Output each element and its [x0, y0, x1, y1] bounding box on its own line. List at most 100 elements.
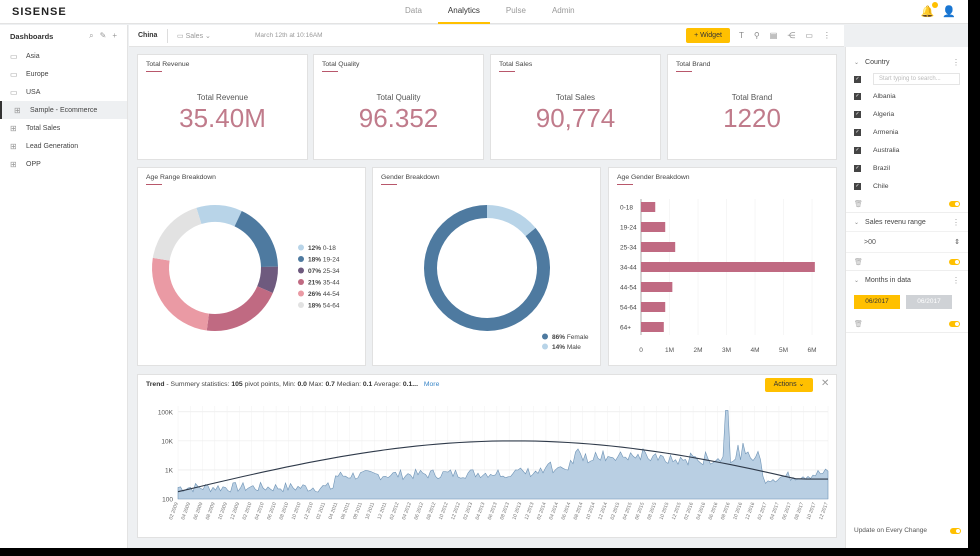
update-on-change-toggle[interactable] — [950, 527, 961, 534]
age-legend-item-label: 18% 19-24 — [308, 257, 340, 264]
top-icons: 🔔 👤 — [921, 2, 956, 18]
last-updated: March 12th at 10:16AM — [255, 32, 323, 39]
trend-median-label: Median: — [336, 381, 361, 388]
months-toggle[interactable] — [949, 320, 960, 327]
x-tick-label: 04 2011 — [328, 501, 340, 520]
sidebar-item-sample-ecommerce[interactable]: ⊞ Sample - Ecommerce — [0, 101, 127, 119]
country-option-label: Brazil — [873, 164, 890, 172]
checkbox[interactable]: ✓ — [854, 164, 861, 172]
dashboard-toolbar: China ▭ Sales ⌄ March 12th at 10:16AM + … — [129, 25, 844, 47]
x-tick-label: 10 2014 — [585, 501, 597, 520]
country-option-label: Albania — [873, 92, 896, 100]
trash-icon[interactable]: 🗑 — [854, 320, 863, 328]
add-icon[interactable]: + — [112, 31, 117, 40]
age-gender-widget[interactable]: Age Gender Breakdown 0 1M 2M 3M 4M 5M 6M 0-18 19… — [608, 167, 837, 366]
sidebar-item-usa[interactable]: ▭ USA — [0, 83, 127, 101]
nav-analytics[interactable]: Analytics — [437, 0, 490, 24]
x-tick-label: 10 2010 — [291, 501, 303, 520]
sales-range-filter-header[interactable]: ⌄ Sales revenu range ⋮ — [846, 213, 968, 231]
months-filter-header[interactable]: ⌄ Months in data ⋮ — [846, 271, 968, 289]
trend-line — [177, 440, 828, 493]
more-options-icon[interactable]: ⋮ — [952, 217, 960, 227]
age-legend-item-label: 26% 44-54 — [308, 291, 340, 298]
chevron-down-icon: ⌄ — [854, 219, 860, 226]
nav-admin[interactable]: Admin — [551, 6, 575, 15]
country-option[interactable]: ✓ Algeria — [846, 105, 968, 123]
checkbox[interactable]: ✓ — [854, 182, 861, 190]
country-filter-header[interactable]: ⌄ Country ⋮ — [846, 53, 968, 71]
title-underline — [322, 71, 338, 72]
sidebar-item-lead-generation[interactable]: ⊞ Lead Generation — [0, 137, 127, 155]
more-icon[interactable]: ⋮ — [822, 31, 831, 40]
stepper-icon[interactable]: ⇕ — [954, 239, 960, 246]
nav-data[interactable]: Data — [405, 6, 422, 15]
checkbox[interactable]: ✓ — [854, 146, 861, 154]
sidebar-item-total-sales[interactable]: ⊞ Total Sales — [0, 119, 127, 137]
gender-legend-item-category: Male — [567, 344, 581, 351]
nav-pulse[interactable]: Pulse — [505, 6, 526, 15]
kpi-total-quality[interactable]: Total Quality Total Quality 96.352 — [313, 54, 484, 160]
country-option-label: Algeria — [873, 110, 895, 118]
actions-button[interactable]: Actions ⌄ — [765, 378, 813, 392]
layout-icon[interactable]: ▤ — [769, 31, 778, 40]
x-tick-label: 06 2009 — [193, 501, 205, 520]
trend-summary-prefix: - Summery statistics: — [166, 381, 230, 388]
kpi-total-sales[interactable]: Total Sales Total Sales 90,774 — [490, 54, 661, 160]
sales-range-toggle[interactable] — [949, 258, 960, 265]
more-options-icon[interactable]: ⋮ — [952, 275, 960, 285]
dashboards-sidebar: Dashboards ⌕ ✎ + ▭ Asia ▭ Europe ▭ USA ⊞ Sam… — [0, 25, 128, 548]
add-widget-button[interactable]: + Widget — [686, 28, 730, 43]
kpi-total-brand[interactable]: Total Brand Total Brand 1220 — [667, 54, 837, 160]
x-tick-label: 3M — [722, 347, 731, 354]
country-option-label: Armenia — [873, 128, 899, 136]
country-search-input[interactable]: Start typing to search... — [873, 73, 960, 85]
x-tick-label: 02 2014 — [536, 501, 548, 520]
x-tick-label: 12 2012 — [450, 501, 462, 520]
sales-range-footer: 🗑 — [846, 253, 968, 271]
sidebar-item-opp[interactable]: ⊞ OPP — [0, 155, 127, 173]
age-legend-item-category: 44-54 — [323, 291, 340, 298]
select-all-checkbox[interactable]: ✓ — [854, 75, 861, 83]
country-option[interactable]: ✓ Chile — [846, 177, 968, 195]
checkbox[interactable]: ✓ — [854, 110, 861, 118]
text-icon[interactable]: T — [739, 31, 744, 40]
share-icon[interactable]: ⋲ — [787, 31, 796, 40]
monitor-icon[interactable]: ▭ — [805, 31, 813, 40]
x-tick-label: 5M — [779, 347, 788, 354]
month-from[interactable]: 06/2017 — [854, 295, 900, 309]
sales-range-input[interactable]: >00 ⇕ — [846, 231, 968, 253]
checkbox[interactable]: ✓ — [854, 128, 861, 136]
kpi-label: Total Sales — [555, 93, 596, 102]
gender-widget[interactable]: Gender Breakdown 86% Female 14% Male — [372, 167, 601, 366]
months-range: 06/2017 06/2017 — [846, 289, 968, 315]
country-option[interactable]: ✓ Albania — [846, 87, 968, 105]
country-option[interactable]: ✓ Australia — [846, 141, 968, 159]
bell-icon[interactable]: 🔔 — [921, 2, 939, 18]
x-tick-label: 12 2014 — [597, 501, 609, 520]
user-icon[interactable]: 👤 — [942, 6, 956, 18]
edit-icon[interactable]: ✎ — [99, 31, 107, 40]
month-to[interactable]: 06/2017 — [906, 295, 952, 309]
trend-more-link[interactable]: More — [423, 381, 440, 388]
filter-icon[interactable]: ⚲ — [753, 31, 760, 40]
sidebar-item-asia[interactable]: ▭ Asia — [0, 47, 127, 65]
search-icon[interactable]: ⌕ — [89, 31, 94, 40]
donut-slice-25-34 — [257, 266, 278, 294]
age-range-widget[interactable]: Age Range Breakdown 12% 0-18 18% 19-24 07%… — [137, 167, 366, 366]
trend-widget[interactable]: Trend - Summery statistics: 105 pivot po… — [137, 374, 837, 538]
trash-icon[interactable]: 🗑 — [854, 258, 863, 266]
x-tick-label: 02 2015 — [610, 501, 622, 520]
bar-0-18 — [641, 202, 656, 212]
folder-dropdown[interactable]: ▭ Sales ⌄ — [177, 32, 211, 40]
kpi-value: 90,774 — [535, 103, 616, 133]
country-option[interactable]: ✓ Brazil — [846, 159, 968, 177]
checkbox[interactable]: ✓ — [854, 92, 861, 100]
country-filter-toggle[interactable] — [949, 200, 960, 207]
close-icon[interactable]: ✕ — [821, 378, 830, 389]
more-options-icon[interactable]: ⋮ — [952, 57, 960, 67]
country-option[interactable]: ✓ Armenia — [846, 123, 968, 141]
age-legend-item-label: 18% 54-64 — [308, 303, 340, 310]
trash-icon[interactable]: 🗑 — [854, 200, 863, 208]
sidebar-item-europe[interactable]: ▭ Europe — [0, 65, 127, 83]
kpi-total-revenue[interactable]: Total Revenue Total Revenue 35.40M — [137, 54, 308, 160]
